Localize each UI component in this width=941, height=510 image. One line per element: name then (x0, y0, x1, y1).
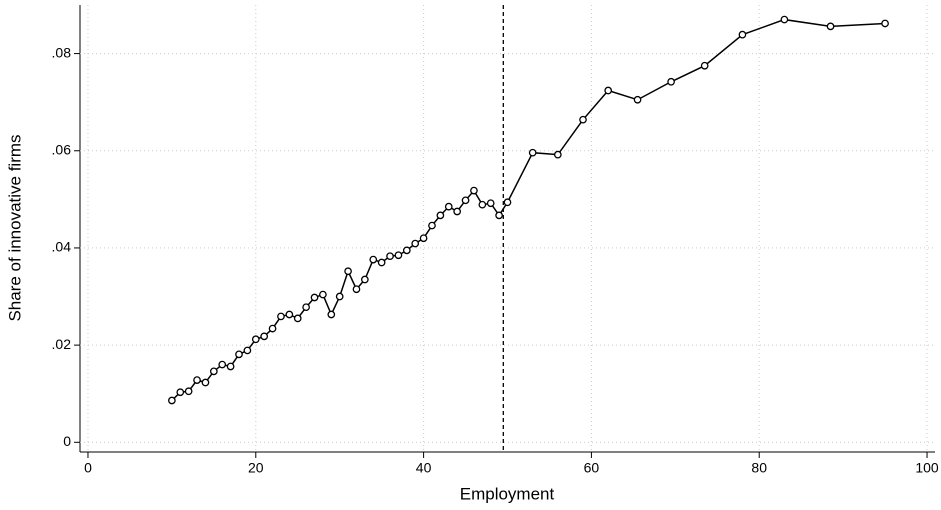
point (235, 350, 243, 359)
point (633, 95, 642, 104)
point (268, 324, 277, 333)
point (579, 115, 587, 124)
x-tick-label: 20 (248, 460, 264, 476)
x-axis-title: Employment (460, 484, 555, 503)
y-tick-label: .06 (52, 141, 72, 157)
y-axis-title: Share of innovative firms (5, 134, 24, 321)
x-tick-label: 60 (584, 460, 600, 476)
point (428, 221, 436, 230)
point (377, 258, 386, 267)
point (386, 252, 394, 261)
point (436, 211, 445, 220)
point (176, 388, 185, 397)
x-tick-label: 80 (751, 460, 767, 476)
point (361, 275, 369, 284)
point (453, 207, 462, 216)
y-tick-label: .04 (52, 239, 72, 255)
point (881, 19, 889, 28)
point (528, 148, 537, 157)
x-tick-label: 100 (915, 460, 939, 476)
point (352, 285, 361, 294)
point (444, 202, 453, 211)
point (486, 199, 495, 208)
point (470, 186, 478, 195)
point (700, 61, 709, 70)
point (335, 292, 344, 301)
y-tick-label: .02 (52, 336, 72, 352)
point (218, 360, 227, 369)
point (302, 303, 310, 312)
y-tick-label: .08 (52, 44, 72, 60)
point (780, 15, 789, 24)
point (478, 200, 487, 209)
point (495, 211, 503, 220)
point (285, 310, 294, 319)
point (461, 196, 470, 205)
x-tick-label: 0 (84, 460, 92, 476)
point (738, 30, 747, 39)
point (293, 314, 302, 323)
point (667, 77, 675, 86)
point (327, 310, 336, 319)
point (168, 396, 176, 405)
point (344, 267, 352, 276)
point (394, 251, 403, 260)
y-tick-label: 0 (63, 433, 71, 449)
point (243, 346, 252, 355)
point (251, 335, 260, 344)
point (184, 387, 193, 396)
point (226, 362, 235, 371)
line (171, 18, 886, 402)
point (503, 198, 512, 207)
point (369, 255, 378, 264)
point (419, 234, 428, 243)
point (260, 332, 269, 341)
point (319, 290, 327, 299)
point (826, 22, 835, 31)
point (193, 376, 201, 384)
point (604, 86, 613, 95)
x-tick-label: 40 (416, 460, 432, 476)
point (277, 312, 285, 321)
point (201, 378, 210, 387)
point (402, 246, 411, 255)
point (553, 150, 562, 159)
point (209, 367, 218, 376)
point (411, 239, 420, 248)
point (310, 293, 319, 302)
